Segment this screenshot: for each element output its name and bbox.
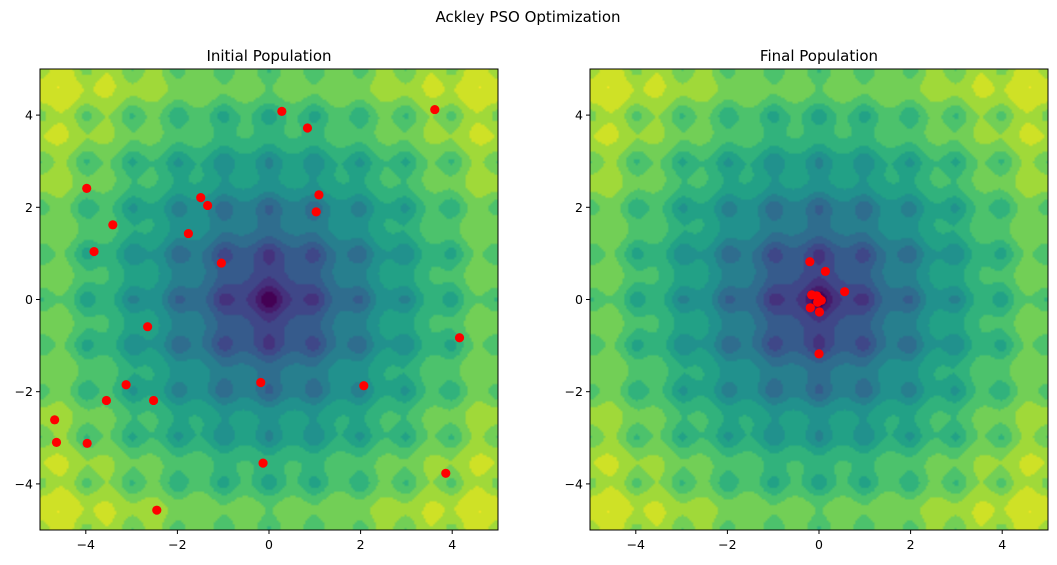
- population-point: [302, 123, 313, 133]
- y-tick-label: −4: [565, 476, 583, 491]
- population-point: [820, 266, 831, 276]
- population-point: [82, 438, 92, 448]
- x-tick-label: 2: [357, 537, 365, 552]
- population-point: [314, 190, 324, 200]
- x-tick-label: −2: [168, 537, 186, 552]
- x-tick-label: 0: [815, 537, 823, 552]
- y-tick-label: 4: [25, 108, 33, 123]
- population-point: [148, 395, 159, 406]
- population-point: [203, 200, 213, 211]
- y-tick-label: 2: [575, 200, 583, 215]
- x-tick-label: 2: [907, 537, 915, 552]
- population-point: [840, 287, 850, 297]
- y-tick-label: −2: [15, 384, 33, 399]
- population-point: [814, 349, 824, 359]
- y-tick-label: −4: [15, 476, 33, 491]
- x-tick-label: −4: [627, 537, 645, 552]
- population-point: [50, 415, 60, 425]
- population-point: [89, 246, 99, 257]
- x-tick-label: −2: [718, 537, 736, 552]
- subplot-1: Initial Population −4 −2 0 2 4 −4 −2 0 2 4: [15, 47, 499, 552]
- y-tick-label: 2: [25, 200, 33, 215]
- population-point: [441, 468, 451, 478]
- subplot-2: Final Population −4 −2 0 2 4 −4 −2 0 2 4: [565, 47, 1049, 552]
- x-tick-label: 4: [998, 537, 1006, 552]
- subplot-title: Initial Population: [206, 47, 331, 65]
- population-point: [805, 303, 815, 313]
- population-point: [183, 228, 193, 239]
- x-tick-label: 0: [265, 537, 273, 552]
- y-tick-label: 0: [25, 292, 33, 307]
- population-point: [814, 307, 825, 317]
- y-tick-label: 4: [575, 108, 583, 123]
- population-point: [51, 437, 62, 448]
- population-point: [805, 257, 815, 267]
- population-point: [152, 505, 162, 515]
- y-tick-label: 0: [575, 292, 583, 307]
- population-point: [430, 104, 440, 115]
- x-tick-label: −4: [77, 537, 95, 552]
- population-point: [196, 193, 206, 203]
- figure-suptitle: Ackley PSO Optimization: [435, 8, 620, 26]
- y-tick-label: −2: [565, 384, 583, 399]
- population-point: [101, 395, 112, 406]
- ackley-heatmap: [40, 69, 498, 530]
- population-point: [813, 297, 823, 307]
- population-point: [311, 207, 321, 217]
- x-tick-label: 4: [448, 537, 456, 552]
- population-point: [143, 322, 153, 332]
- population-point: [256, 377, 266, 388]
- population-point: [108, 220, 118, 230]
- population-point: [359, 381, 369, 391]
- population-point: [216, 258, 226, 268]
- population-point: [258, 458, 268, 468]
- population-point: [277, 106, 287, 117]
- subplot-title: Final Population: [760, 47, 878, 65]
- population-point: [82, 183, 92, 193]
- population-point: [121, 380, 131, 390]
- population-point: [454, 333, 465, 343]
